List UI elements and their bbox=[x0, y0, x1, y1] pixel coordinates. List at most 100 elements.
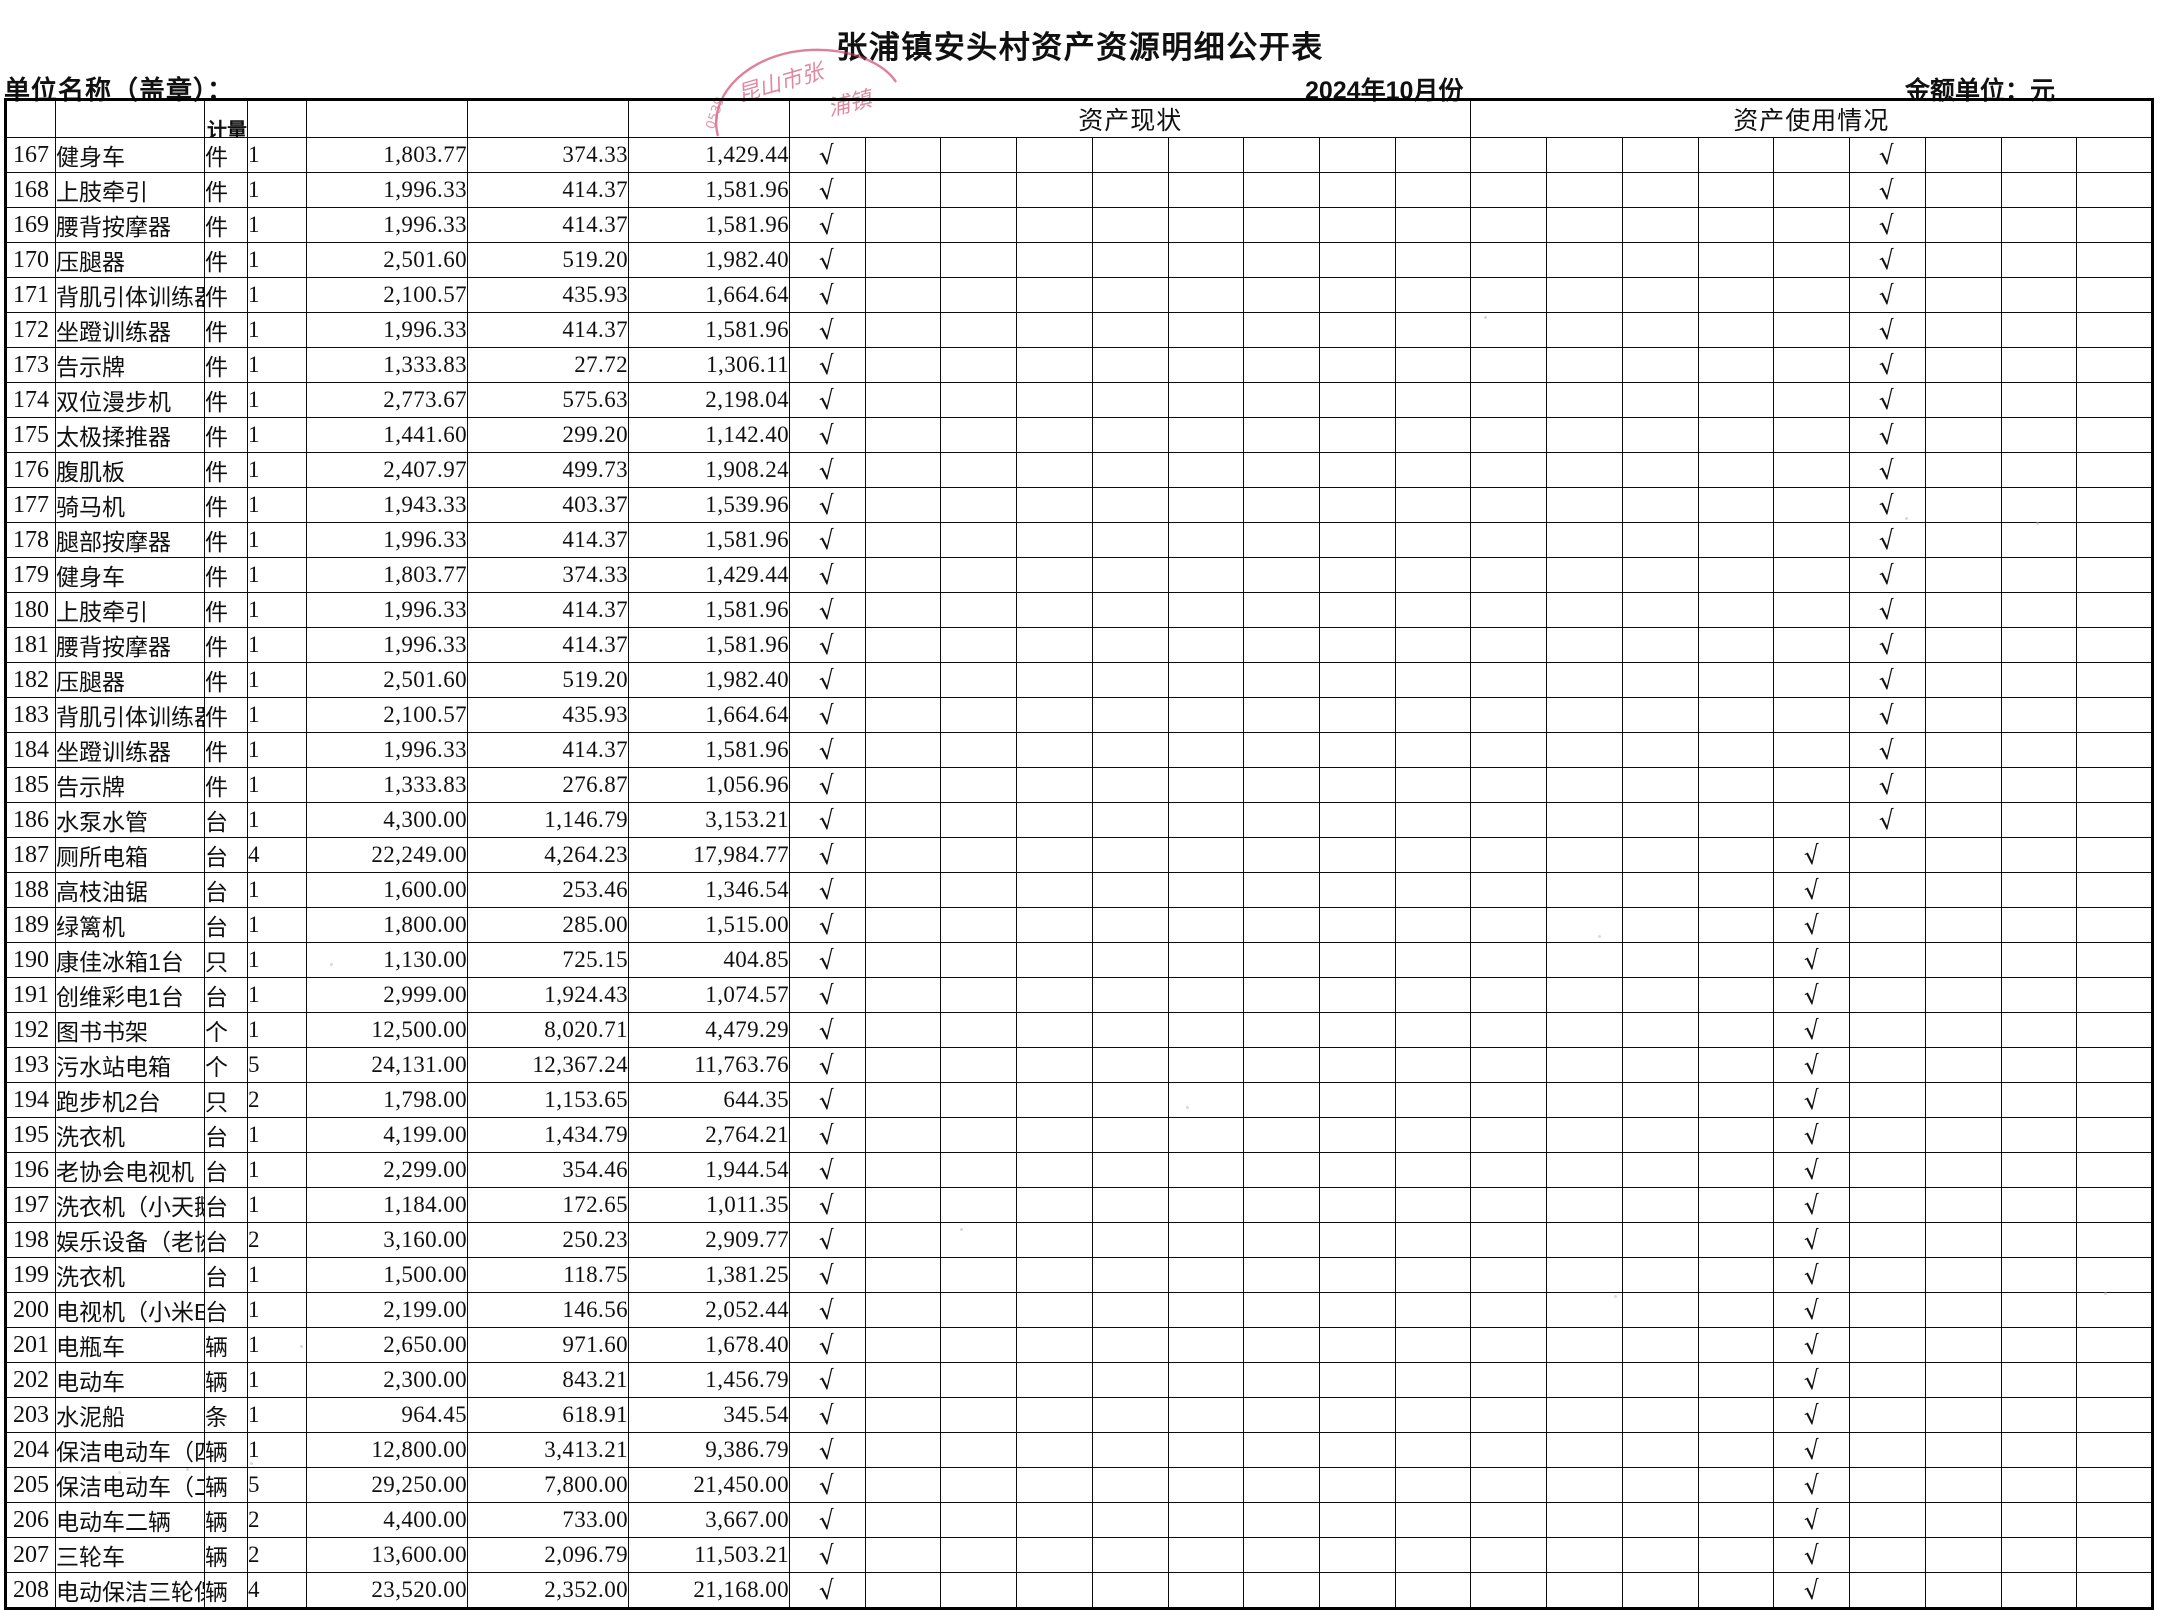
usage-checkbox-marked[interactable]: √ bbox=[1773, 872, 1851, 908]
usage-checkbox[interactable] bbox=[2076, 137, 2153, 173]
usage-checkbox[interactable] bbox=[1546, 1257, 1623, 1293]
status-checkbox-marked[interactable]: √ bbox=[789, 592, 866, 628]
usage-checkbox[interactable] bbox=[1470, 1362, 1548, 1398]
usage-checkbox[interactable] bbox=[2076, 522, 2153, 558]
status-checkbox-marked[interactable]: √ bbox=[789, 1467, 866, 1503]
status-checkbox[interactable] bbox=[1016, 1432, 1093, 1468]
status-checkbox[interactable] bbox=[940, 942, 1018, 978]
usage-checkbox[interactable] bbox=[2000, 1187, 2078, 1223]
usage-checkbox[interactable] bbox=[1849, 1467, 1926, 1503]
status-checkbox[interactable] bbox=[1394, 137, 1472, 173]
status-checkbox[interactable] bbox=[1167, 1012, 1245, 1048]
status-checkbox[interactable] bbox=[1243, 557, 1321, 593]
status-checkbox[interactable] bbox=[1394, 1362, 1472, 1398]
status-checkbox-marked[interactable]: √ bbox=[789, 1117, 866, 1153]
status-checkbox[interactable] bbox=[940, 1012, 1018, 1048]
status-checkbox[interactable] bbox=[1319, 312, 1396, 348]
usage-checkbox[interactable] bbox=[1470, 1257, 1548, 1293]
status-checkbox[interactable] bbox=[1091, 1257, 1169, 1293]
status-checkbox[interactable] bbox=[1016, 417, 1093, 453]
status-checkbox[interactable] bbox=[1394, 732, 1472, 768]
usage-checkbox[interactable] bbox=[1546, 1187, 1623, 1223]
status-checkbox[interactable] bbox=[1394, 1187, 1472, 1223]
usage-checkbox[interactable] bbox=[1924, 1467, 2002, 1503]
status-checkbox[interactable] bbox=[1394, 627, 1472, 663]
usage-checkbox[interactable] bbox=[1621, 1467, 1699, 1503]
usage-checkbox[interactable] bbox=[1697, 732, 1775, 768]
usage-checkbox[interactable] bbox=[2076, 452, 2153, 488]
usage-checkbox-marked[interactable]: √ bbox=[1849, 487, 1926, 523]
status-checkbox[interactable] bbox=[1319, 1362, 1396, 1398]
status-checkbox[interactable] bbox=[1091, 277, 1169, 313]
usage-checkbox[interactable] bbox=[2076, 1152, 2153, 1188]
usage-checkbox[interactable] bbox=[1546, 487, 1623, 523]
status-checkbox[interactable] bbox=[1016, 1152, 1093, 1188]
status-checkbox[interactable] bbox=[1243, 1082, 1321, 1118]
usage-checkbox[interactable] bbox=[1773, 382, 1851, 418]
status-checkbox[interactable] bbox=[1167, 522, 1245, 558]
status-checkbox[interactable] bbox=[1091, 1012, 1169, 1048]
usage-checkbox[interactable] bbox=[1470, 242, 1548, 278]
status-checkbox[interactable] bbox=[940, 1572, 1018, 1609]
usage-checkbox[interactable] bbox=[2000, 732, 2078, 768]
usage-checkbox[interactable] bbox=[1470, 1572, 1548, 1609]
status-checkbox[interactable] bbox=[940, 207, 1018, 243]
usage-checkbox[interactable] bbox=[2076, 1432, 2153, 1468]
usage-checkbox[interactable] bbox=[1924, 977, 2002, 1013]
usage-checkbox[interactable] bbox=[2076, 1117, 2153, 1153]
usage-checkbox-marked[interactable]: √ bbox=[1849, 662, 1926, 698]
status-checkbox[interactable] bbox=[1016, 942, 1093, 978]
status-checkbox[interactable] bbox=[1319, 1082, 1396, 1118]
usage-checkbox-marked[interactable]: √ bbox=[1849, 802, 1926, 838]
status-checkbox[interactable] bbox=[1394, 907, 1472, 943]
usage-checkbox[interactable] bbox=[1470, 417, 1548, 453]
usage-checkbox[interactable] bbox=[1697, 627, 1775, 663]
usage-checkbox[interactable] bbox=[2076, 732, 2153, 768]
usage-checkbox[interactable] bbox=[1621, 1257, 1699, 1293]
usage-checkbox-marked[interactable]: √ bbox=[1773, 1012, 1851, 1048]
usage-checkbox[interactable] bbox=[1546, 767, 1623, 803]
usage-checkbox[interactable] bbox=[1546, 1362, 1623, 1398]
status-checkbox[interactable] bbox=[1319, 382, 1396, 418]
status-checkbox[interactable] bbox=[1319, 662, 1396, 698]
status-checkbox[interactable] bbox=[1394, 837, 1472, 873]
status-checkbox[interactable] bbox=[1091, 837, 1169, 873]
status-checkbox[interactable] bbox=[864, 137, 942, 173]
usage-checkbox[interactable] bbox=[1470, 872, 1548, 908]
usage-checkbox[interactable] bbox=[1470, 1222, 1548, 1258]
status-checkbox[interactable] bbox=[864, 172, 942, 208]
status-checkbox[interactable] bbox=[1243, 382, 1321, 418]
status-checkbox[interactable] bbox=[1167, 1257, 1245, 1293]
usage-checkbox[interactable] bbox=[1546, 557, 1623, 593]
status-checkbox[interactable] bbox=[1016, 802, 1093, 838]
status-checkbox[interactable] bbox=[1243, 417, 1321, 453]
status-checkbox[interactable] bbox=[1091, 172, 1169, 208]
usage-checkbox[interactable] bbox=[1546, 1222, 1623, 1258]
usage-checkbox[interactable] bbox=[1546, 1537, 1623, 1573]
status-checkbox[interactable] bbox=[1243, 767, 1321, 803]
status-checkbox-marked[interactable]: √ bbox=[789, 347, 866, 383]
status-checkbox[interactable] bbox=[864, 942, 942, 978]
usage-checkbox[interactable] bbox=[1924, 1082, 2002, 1118]
status-checkbox[interactable] bbox=[1091, 522, 1169, 558]
usage-checkbox[interactable] bbox=[1470, 942, 1548, 978]
usage-checkbox[interactable] bbox=[2076, 557, 2153, 593]
usage-checkbox[interactable] bbox=[1773, 137, 1851, 173]
usage-checkbox[interactable] bbox=[1470, 452, 1548, 488]
status-checkbox[interactable] bbox=[1016, 1222, 1093, 1258]
usage-checkbox[interactable] bbox=[1470, 1187, 1548, 1223]
usage-checkbox[interactable] bbox=[1849, 977, 1926, 1013]
status-checkbox[interactable] bbox=[1016, 172, 1093, 208]
usage-checkbox[interactable] bbox=[1924, 382, 2002, 418]
status-checkbox[interactable] bbox=[1167, 312, 1245, 348]
usage-checkbox[interactable] bbox=[2000, 872, 2078, 908]
status-checkbox[interactable] bbox=[1394, 1012, 1472, 1048]
status-checkbox[interactable] bbox=[940, 242, 1018, 278]
status-checkbox[interactable] bbox=[1394, 1432, 1472, 1468]
status-checkbox[interactable] bbox=[1167, 137, 1245, 173]
usage-checkbox[interactable] bbox=[1924, 207, 2002, 243]
usage-checkbox[interactable] bbox=[2000, 1327, 2078, 1363]
status-checkbox-marked[interactable]: √ bbox=[789, 1082, 866, 1118]
usage-checkbox[interactable] bbox=[1924, 1432, 2002, 1468]
status-checkbox[interactable] bbox=[864, 1187, 942, 1223]
